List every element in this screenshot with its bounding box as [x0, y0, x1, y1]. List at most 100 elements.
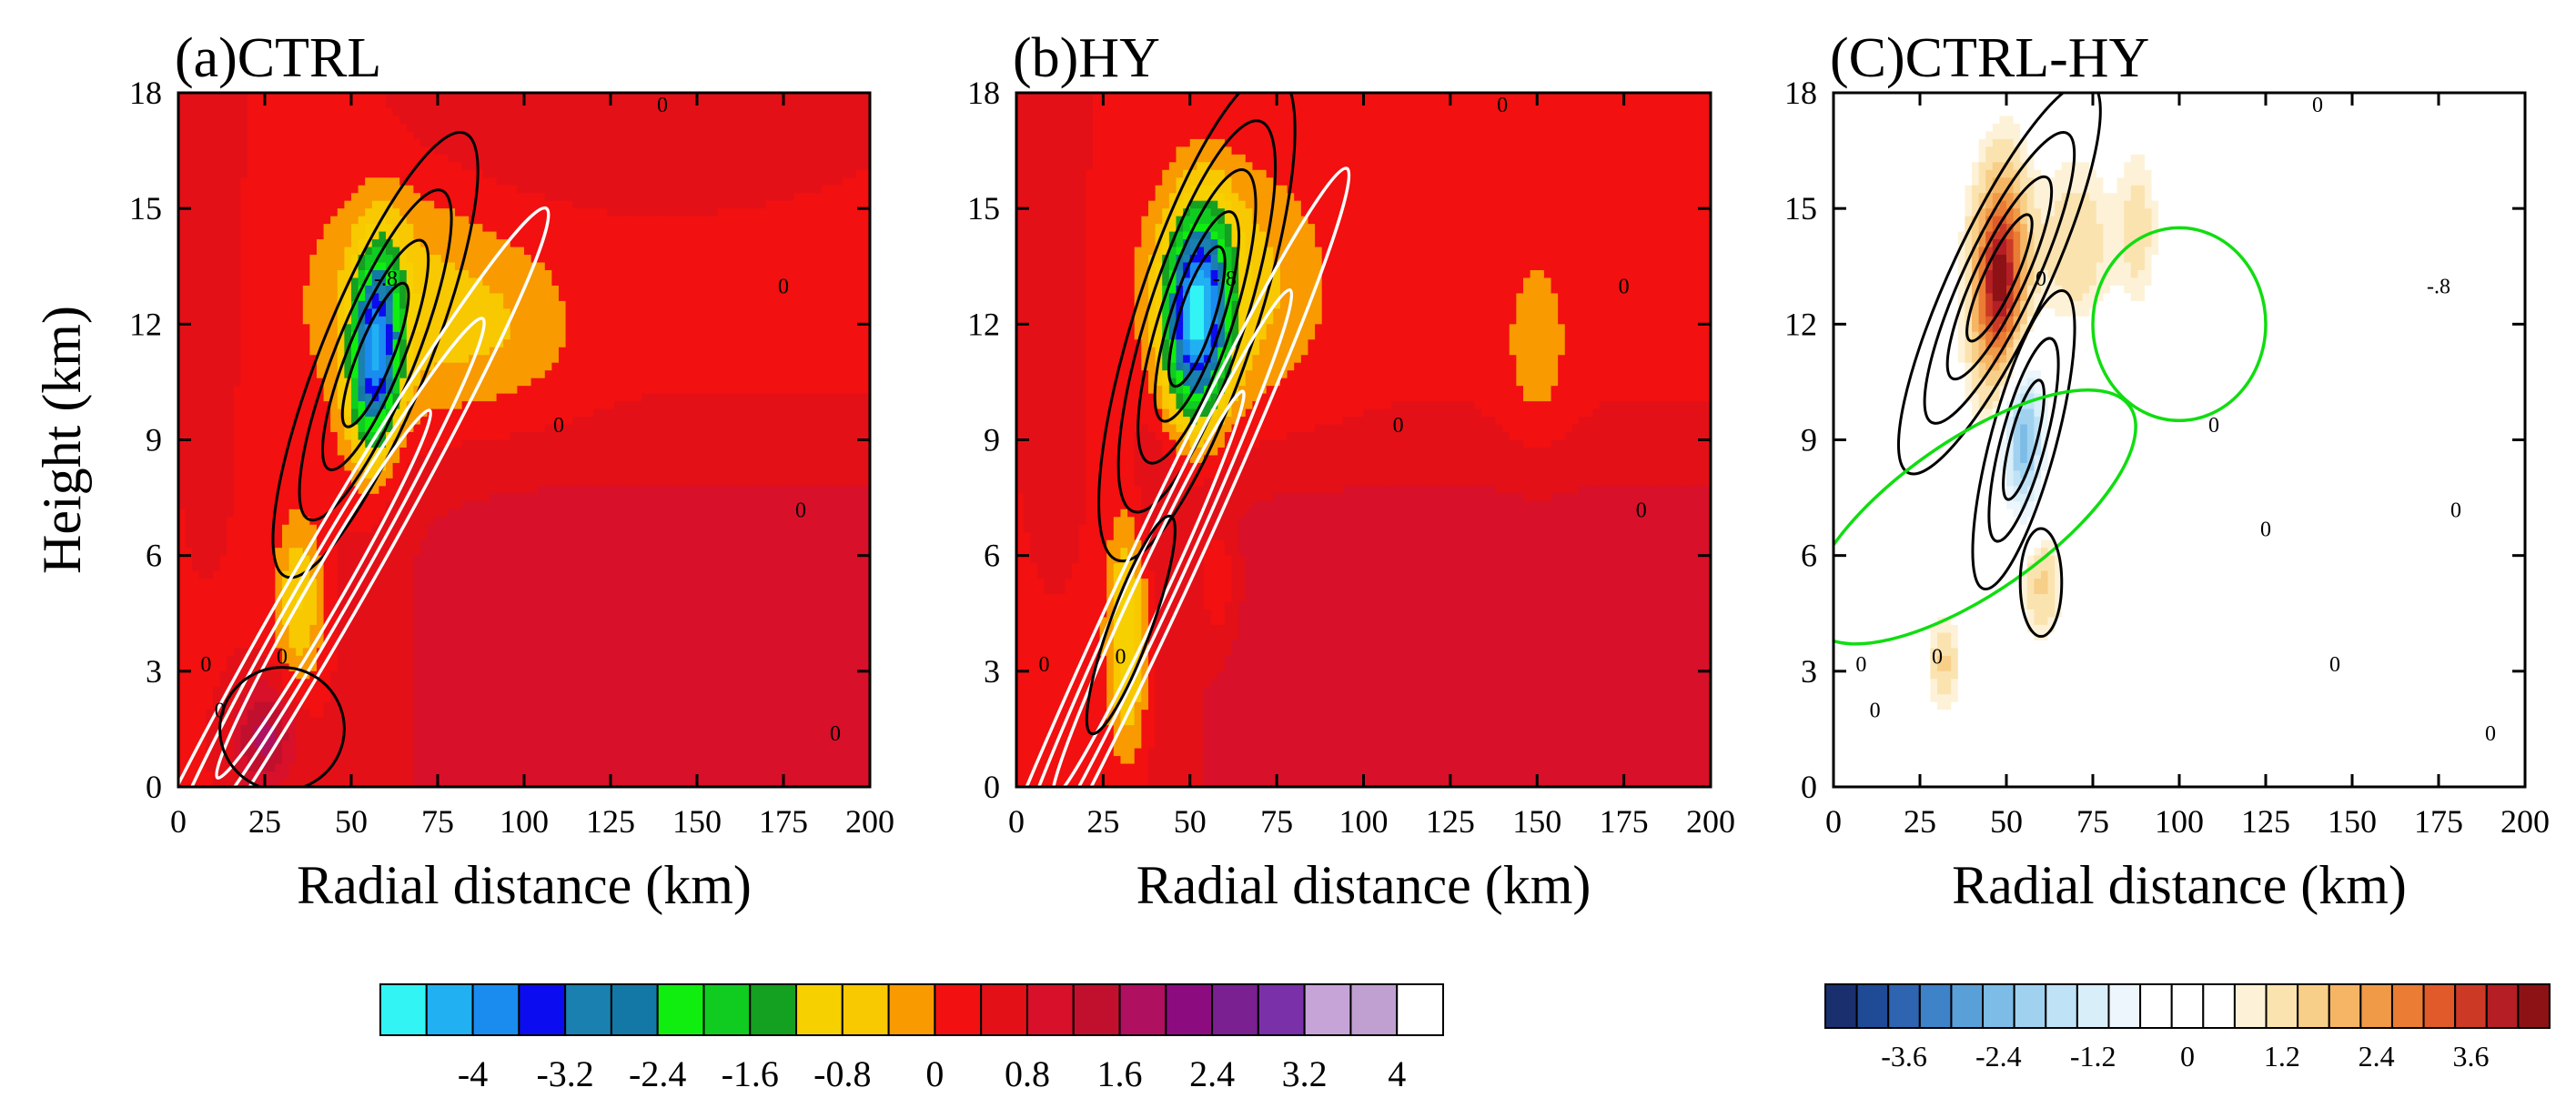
- colorbar-swatch: [887, 983, 936, 1036]
- y-tick-label: 15: [1784, 190, 1817, 227]
- x-tick-label: 175: [1600, 803, 1649, 840]
- colorbar-swatch: [656, 983, 705, 1036]
- y-tick-label: 15: [129, 190, 162, 227]
- colorbar-diff: -3.6 -2.4 -1.2 0 1.2 2.4 3.6: [1824, 983, 2551, 1073]
- x-tick-label: 0: [1008, 803, 1025, 840]
- colorbar-swatch: [1824, 983, 1858, 1029]
- colorbar-swatch: [379, 983, 428, 1036]
- contour-label: 0: [795, 499, 806, 522]
- x-tick-label: 100: [500, 803, 549, 840]
- colorbar-swatch: [1025, 983, 1075, 1036]
- colorbar-label: -1.6: [722, 1053, 779, 1094]
- contour-label: 0: [2485, 722, 2496, 746]
- colorbar-swatch: [2517, 983, 2551, 1029]
- x-tick-label: 0: [1825, 803, 1842, 840]
- colorbar-label: 0.8: [1005, 1053, 1050, 1094]
- contour-label: 0: [277, 645, 288, 669]
- contour-label: 0: [1870, 700, 1881, 723]
- colorbar-swatch: [2359, 983, 2393, 1029]
- x-tick-label: 25: [1086, 803, 1119, 840]
- colorbar-swatch: [1165, 983, 1214, 1036]
- contour-label: 0: [2208, 414, 2219, 438]
- contour-label: 0: [1855, 653, 1866, 677]
- y-tick-label: 18: [967, 75, 1000, 111]
- y-tick-label: 15: [967, 190, 1000, 227]
- contour-label: 0: [215, 700, 226, 723]
- contour-label: 0: [778, 275, 789, 298]
- y-tick-label: 9: [146, 422, 162, 458]
- colorbar-swatch: [2233, 983, 2268, 1029]
- y-tick-label: 3: [1801, 653, 1817, 690]
- x-axis-label: Radial distance (km): [1952, 855, 2407, 915]
- colorbar-swatch: [702, 983, 752, 1036]
- contour-label: 0: [1393, 414, 1404, 438]
- colorbar-swatch: [1982, 983, 2015, 1029]
- filled-field: [1016, 93, 1711, 787]
- colorbar-label: -1.2: [2070, 1040, 2116, 1073]
- colorbar-swatch: [749, 983, 798, 1036]
- colorbar-swatch: [795, 983, 844, 1036]
- colorbar-swatch: [2202, 983, 2236, 1029]
- x-tick-label: 150: [1512, 803, 1561, 840]
- colorbar-label: 3.2: [1282, 1053, 1328, 1094]
- colorbar-label: 3.6: [2452, 1040, 2489, 1073]
- colorbar-swatch: [2139, 983, 2173, 1029]
- y-tick-label: 9: [1801, 422, 1817, 458]
- x-tick-label: 150: [2328, 803, 2377, 840]
- x-tick-label: 0: [170, 803, 187, 840]
- y-tick-label: 9: [984, 422, 1000, 458]
- colorbar-swatch: [841, 983, 890, 1036]
- contour-label: -.8: [2427, 275, 2450, 298]
- x-tick-label: 125: [586, 803, 635, 840]
- colorbar-label: 4: [1388, 1053, 1406, 1094]
- colorbar-swatch: [518, 983, 567, 1036]
- filled-field: [178, 93, 870, 787]
- colorbar-swatch: [1918, 983, 1953, 1029]
- x-axis-label: Radial distance (km): [1136, 855, 1591, 915]
- colorbar-swatch: [2454, 983, 2488, 1029]
- filled-field: [1834, 93, 2525, 787]
- y-tick-label: 6: [1801, 538, 1817, 574]
- x-tick-label: 50: [1174, 803, 1207, 840]
- colorbar-swatch: [1349, 983, 1399, 1036]
- y-tick-label: 18: [1784, 75, 1817, 111]
- x-tick-label: 25: [248, 803, 281, 840]
- x-tick-label: 125: [2241, 803, 2290, 840]
- colorbar-swatch: [2485, 983, 2520, 1029]
- contour-label: 0: [1497, 94, 1508, 117]
- colorbar-swatch: [610, 983, 659, 1036]
- x-tick-label: 50: [335, 803, 368, 840]
- y-tick-label: 12: [129, 306, 162, 342]
- colorbar-swatch: [2390, 983, 2425, 1029]
- colorbar-label: -2.4: [629, 1053, 686, 1094]
- colorbar-swatch: [471, 983, 520, 1036]
- colorbar-swatch: [2076, 983, 2110, 1029]
- colorbar-swatch: [980, 983, 1028, 1036]
- x-tick-label: 75: [1260, 803, 1293, 840]
- colorbar-label: -2.4: [1975, 1040, 2022, 1073]
- colorbar-label: -4: [458, 1053, 488, 1094]
- y-tick-label: 3: [984, 653, 1000, 690]
- colorbar-swatch: [1887, 983, 1921, 1029]
- colorbar-swatch: [1211, 983, 1259, 1036]
- contour-label: 0: [1039, 653, 1050, 677]
- colorbar-label: 0: [2180, 1040, 2195, 1073]
- colorbar-label: 0: [925, 1053, 944, 1094]
- contour-label: 0: [830, 722, 841, 746]
- x-tick-label: 125: [1426, 803, 1475, 840]
- contour-label: -.8: [374, 267, 398, 291]
- x-tick-label: 175: [2414, 803, 2463, 840]
- panel-title: (a)CTRL: [175, 27, 381, 89]
- y-tick-label: 0: [1801, 769, 1817, 805]
- colorbar-label: -3.6: [1881, 1040, 1927, 1073]
- colorbar-swatch: [2297, 983, 2330, 1029]
- contour-label: 0: [2329, 653, 2340, 677]
- y-axis-label: Height (km): [32, 306, 92, 574]
- contour-lines: [178, 131, 551, 787]
- colorbar-label: 1.6: [1097, 1053, 1143, 1094]
- colorbar-swatch: [425, 983, 474, 1036]
- x-tick-label: 100: [2155, 803, 2204, 840]
- x-tick-label: 200: [2500, 803, 2550, 840]
- contour-lines: [1834, 93, 2268, 646]
